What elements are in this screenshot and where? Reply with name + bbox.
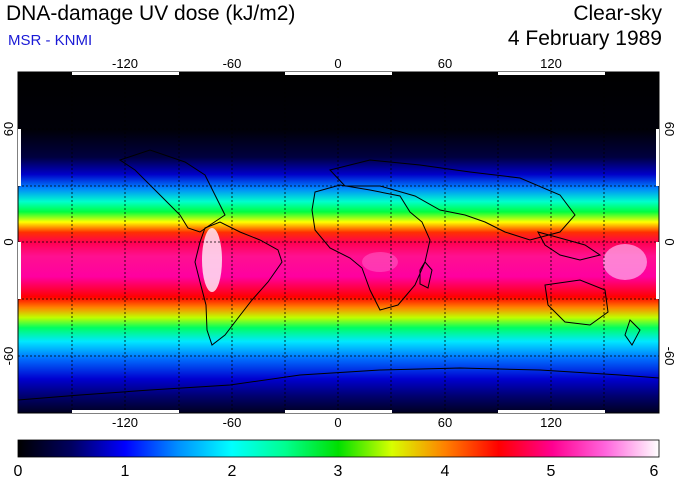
africa-coastline: [311, 184, 431, 311]
colorbar-label: 4: [441, 463, 450, 480]
south-america-coastline: [194, 221, 283, 346]
africa-high-dose-spot: [362, 252, 398, 272]
colorbar-labels: 0 1 2 3 4 5 6: [14, 463, 659, 480]
lon-label-bottom: -120: [112, 415, 138, 430]
border-tick: [18, 129, 21, 186]
border-tick: [285, 72, 392, 75]
eurasia-coastline: [329, 159, 576, 241]
high-dose-highlights: [202, 228, 647, 292]
lat-label-right: 60: [662, 122, 677, 136]
lon-label-top: 60: [438, 56, 452, 71]
border-tick: [498, 72, 605, 75]
lat-labels-left: 60 0 -60: [1, 122, 16, 366]
colorbar-label: 2: [228, 463, 237, 480]
pacific-high-dose-spot: [603, 244, 647, 280]
border-tick: [656, 242, 659, 299]
border-tick: [285, 410, 392, 413]
border-tick: [72, 410, 179, 413]
sky-condition-label: Clear-sky: [573, 2, 662, 25]
madagascar-coastline: [419, 261, 433, 289]
lat-label-left: 0: [1, 238, 16, 245]
lon-labels-top: -120 -60 0 60 120: [112, 56, 562, 71]
colorbar-label: 1: [121, 463, 130, 480]
lon-label-top: -60: [223, 56, 242, 71]
colorbar-label: 3: [334, 463, 343, 480]
colorbar-label: 6: [650, 463, 659, 480]
border-tick: [72, 72, 179, 75]
lon-label-bottom: 120: [540, 415, 562, 430]
border-ticks: [18, 72, 659, 413]
colorbar: [17, 439, 660, 458]
map-border: [17, 71, 660, 414]
lon-label-top: -120: [112, 56, 138, 71]
andes-high-dose-spot: [202, 228, 222, 292]
lon-label-top: 120: [540, 56, 562, 71]
coastlines: [18, 149, 659, 401]
map-title: DNA-damage UV dose (kJ/m2): [6, 2, 296, 25]
lat-labels-right: 60 0 -60: [662, 122, 677, 366]
australia-coastline: [544, 279, 609, 326]
lon-labels-bottom: -120 -60 0 60 120: [112, 415, 562, 430]
antarctica-coastline: [18, 367, 659, 401]
graticule: [18, 72, 659, 413]
lat-label-left: -60: [1, 347, 16, 366]
new-zealand-coastline: [624, 319, 641, 346]
lon-label-bottom: 60: [438, 415, 452, 430]
border-tick: [656, 129, 659, 186]
lon-label-bottom: 0: [334, 415, 341, 430]
uv-dose-field: [18, 72, 659, 413]
lat-label-right: -60: [662, 347, 677, 366]
border-tick: [498, 410, 605, 413]
source-label: MSR - KNMI: [8, 32, 93, 49]
lon-label-top: 0: [334, 56, 341, 71]
colorbar-label: 5: [547, 463, 556, 480]
maritime-continent-coastline: [537, 231, 602, 261]
lat-label-left: 60: [1, 122, 16, 136]
colorbar-label: 0: [14, 463, 23, 480]
border-tick: [18, 242, 21, 299]
lat-label-right: 0: [662, 238, 677, 245]
lon-label-bottom: -60: [223, 415, 242, 430]
date-label: 4 February 1989: [507, 27, 662, 50]
